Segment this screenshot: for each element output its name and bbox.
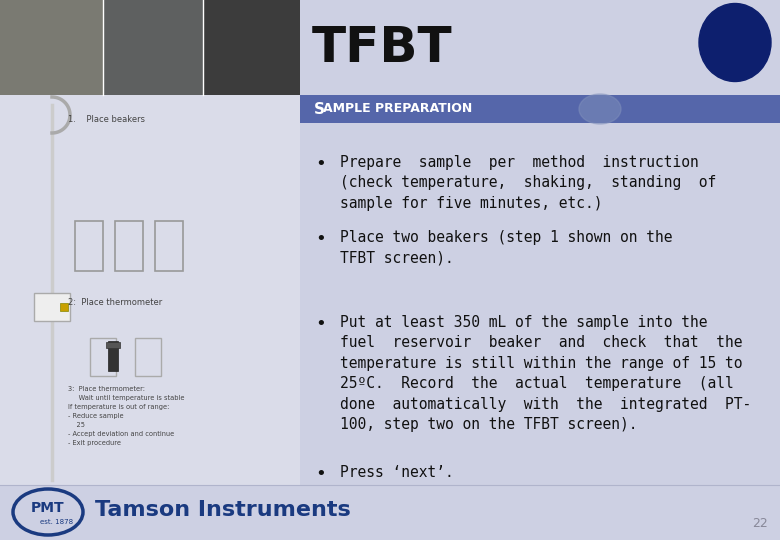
- Text: Wait until temperature is stable: Wait until temperature is stable: [68, 395, 185, 401]
- FancyBboxPatch shape: [300, 123, 780, 485]
- Ellipse shape: [699, 3, 771, 82]
- FancyBboxPatch shape: [300, 95, 780, 123]
- Text: Place two beakers (step 1 shown on the
TFBT screen).: Place two beakers (step 1 shown on the T…: [340, 230, 672, 265]
- Text: - Reduce sample: - Reduce sample: [68, 413, 123, 419]
- Text: S: S: [314, 102, 325, 117]
- Text: •: •: [315, 230, 326, 248]
- Text: 2:  Place thermometer: 2: Place thermometer: [68, 298, 162, 307]
- FancyBboxPatch shape: [0, 95, 300, 485]
- Text: TFBT: TFBT: [312, 24, 452, 71]
- Text: est. 1878: est. 1878: [40, 519, 73, 525]
- FancyBboxPatch shape: [0, 0, 103, 95]
- Text: •: •: [315, 155, 326, 173]
- Text: - Exit procedure: - Exit procedure: [68, 440, 121, 446]
- FancyBboxPatch shape: [34, 293, 70, 321]
- Text: Press ‘next’.: Press ‘next’.: [340, 465, 454, 480]
- Text: AMPLE PREPARATION: AMPLE PREPARATION: [323, 103, 472, 116]
- FancyBboxPatch shape: [0, 95, 300, 485]
- Text: - Accept deviation and continue: - Accept deviation and continue: [68, 431, 174, 437]
- Text: Prepare  sample  per  method  instruction
(check temperature,  shaking,  standin: Prepare sample per method instruction (c…: [340, 155, 716, 211]
- Text: Put at least 350 mL of the sample into the
fuel  reservoir  beaker  and  check  : Put at least 350 mL of the sample into t…: [340, 315, 751, 432]
- Text: •: •: [315, 465, 326, 483]
- Text: 22: 22: [752, 517, 768, 530]
- Text: Tamson Instruments: Tamson Instruments: [95, 500, 351, 520]
- Text: 3:  Place thermometer:: 3: Place thermometer:: [68, 386, 145, 392]
- Text: If temperature is out of range:: If temperature is out of range:: [68, 404, 169, 410]
- FancyBboxPatch shape: [300, 0, 780, 95]
- Text: PMT: PMT: [31, 501, 65, 515]
- FancyBboxPatch shape: [106, 342, 120, 348]
- Text: 1.    Place beakers: 1. Place beakers: [68, 116, 145, 125]
- FancyBboxPatch shape: [203, 0, 300, 95]
- Text: 25: 25: [68, 422, 85, 428]
- Ellipse shape: [579, 94, 621, 124]
- FancyBboxPatch shape: [108, 341, 118, 371]
- Text: •: •: [315, 315, 326, 333]
- FancyBboxPatch shape: [0, 485, 780, 540]
- FancyBboxPatch shape: [60, 303, 68, 311]
- FancyBboxPatch shape: [103, 0, 203, 95]
